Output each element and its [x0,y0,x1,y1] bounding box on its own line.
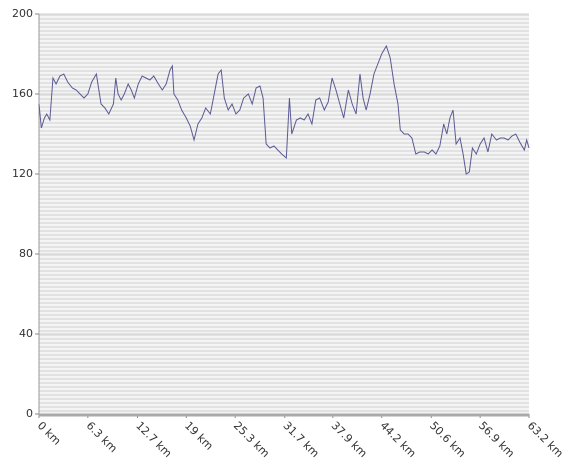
y-tick-label: 0 [26,407,33,420]
x-tick-label: 31.7 km [281,419,322,460]
x-tick-label: 6.3 km [84,419,120,455]
y-tick-label: 80 [19,247,33,260]
x-tick-label: 56.9 km [476,419,517,460]
x-tick-label: 12.7 km [133,419,174,460]
line [38,44,530,175]
y-tick-label: 40 [19,327,33,340]
y-tick-label: 200 [12,7,33,20]
x-tick-label: 44.2 km [377,419,418,460]
x-tick-label: 63.2 km [525,419,566,460]
x-tick-label: 37.9 km [329,419,370,460]
y-tick-label: 160 [12,87,33,100]
x-tick-label: 50.6 km [427,419,468,460]
y-tick-label: 120 [12,167,33,180]
x-tick-label: 25.3 km [231,419,272,460]
plot-area [39,14,529,414]
x-tick-label: 0 km [35,419,64,448]
x-tick-label: 19 km [182,419,216,453]
